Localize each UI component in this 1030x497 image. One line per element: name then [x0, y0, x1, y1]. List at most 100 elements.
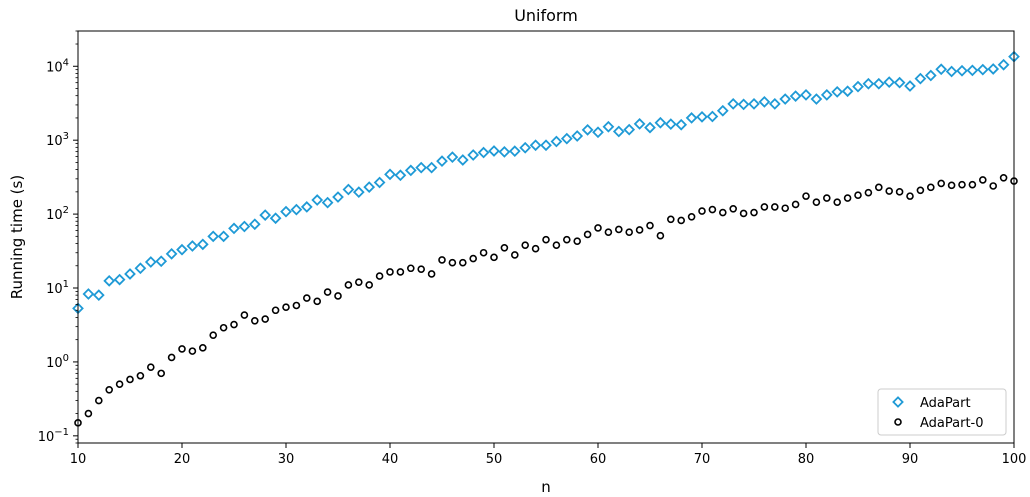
data-point	[147, 363, 155, 371]
data-point	[82, 288, 95, 300]
data-point	[521, 241, 530, 249]
plot-marks	[72, 50, 1020, 427]
x-tick-label: 70	[694, 452, 711, 467]
data-point	[854, 191, 862, 200]
data-point	[760, 203, 769, 211]
data-point	[311, 194, 324, 206]
data-point	[529, 139, 542, 152]
data-point	[540, 139, 552, 152]
data-point	[833, 198, 842, 206]
x-tick-label: 90	[902, 452, 919, 467]
data-point	[342, 183, 355, 196]
data-point	[155, 255, 168, 268]
data-point	[207, 230, 220, 243]
data-point	[313, 297, 322, 306]
legend-marker	[894, 418, 902, 426]
data-point	[779, 93, 792, 105]
data-point	[987, 63, 1000, 75]
data-point	[332, 191, 344, 203]
data-point	[406, 264, 415, 273]
data-point	[196, 238, 209, 251]
data-point	[500, 243, 509, 252]
data-point	[602, 120, 615, 133]
data-point	[240, 311, 249, 319]
x-tick-label: 20	[174, 452, 191, 467]
data-point	[103, 274, 116, 287]
data-point	[209, 331, 217, 339]
data-point	[635, 226, 644, 234]
data-point	[134, 262, 147, 275]
data-point	[259, 209, 272, 221]
y-tick-label: 104	[46, 57, 69, 75]
data-point	[916, 186, 925, 195]
data-point	[248, 218, 261, 231]
data-point	[592, 126, 604, 139]
x-tick-label: 40	[382, 452, 399, 467]
data-point	[417, 265, 426, 273]
data-point	[436, 155, 448, 168]
data-point	[157, 369, 165, 378]
data-point	[614, 225, 623, 234]
x-tick-label: 80	[798, 452, 815, 467]
y-tick-label: 100	[46, 353, 69, 371]
data-point	[956, 64, 968, 77]
data-point	[415, 161, 428, 174]
data-point	[508, 145, 521, 158]
data-point	[729, 204, 738, 213]
data-point	[92, 289, 105, 302]
data-point	[438, 256, 446, 264]
data-point	[958, 180, 966, 189]
axes: 10 20 30 40 50 60 70 80 90 100 10−1 100 101 102 103 104	[38, 30, 1026, 467]
legend-marker	[892, 396, 904, 408]
data-point	[167, 353, 176, 362]
data-point	[914, 72, 927, 85]
data-point	[810, 93, 823, 105]
data-point	[947, 181, 956, 190]
data-point	[989, 182, 998, 190]
data-point	[750, 208, 758, 217]
data-point	[375, 272, 384, 280]
data-point	[467, 149, 480, 161]
data-point	[646, 221, 654, 230]
data-point	[852, 80, 864, 93]
x-tick-label: 60	[590, 452, 607, 467]
data-point	[583, 230, 592, 239]
data-point	[562, 235, 571, 244]
data-point	[477, 146, 490, 159]
data-point	[531, 244, 540, 253]
data-point	[656, 231, 665, 240]
y-axis-title: Running time (s)	[8, 175, 26, 299]
data-point	[519, 141, 532, 154]
data-point	[718, 208, 727, 217]
data-point	[176, 243, 188, 256]
legend-label: AdaPart	[920, 396, 971, 411]
x-tick-label: 10	[70, 452, 87, 467]
data-point	[219, 323, 228, 332]
data-point	[228, 222, 240, 235]
data-point	[542, 235, 550, 244]
data-point	[685, 112, 698, 124]
data-point	[768, 97, 781, 110]
data-point	[789, 90, 802, 102]
data-point	[594, 224, 602, 232]
data-point	[396, 268, 405, 276]
data-point	[862, 77, 875, 90]
data-point	[425, 161, 438, 174]
data-point	[885, 187, 894, 195]
data-point	[781, 204, 790, 213]
data-point	[344, 281, 353, 289]
data-point	[633, 118, 646, 130]
data-point	[945, 65, 958, 78]
data-point	[290, 203, 303, 216]
data-point	[490, 253, 498, 262]
data-point	[199, 344, 207, 352]
data-point	[706, 110, 719, 123]
data-point	[271, 306, 280, 315]
x-tick-label: 50	[486, 452, 503, 467]
data-point	[581, 123, 594, 136]
data-point	[323, 288, 332, 296]
x-tick-label: 30	[278, 452, 295, 467]
data-point	[84, 409, 93, 418]
data-point	[770, 203, 779, 211]
